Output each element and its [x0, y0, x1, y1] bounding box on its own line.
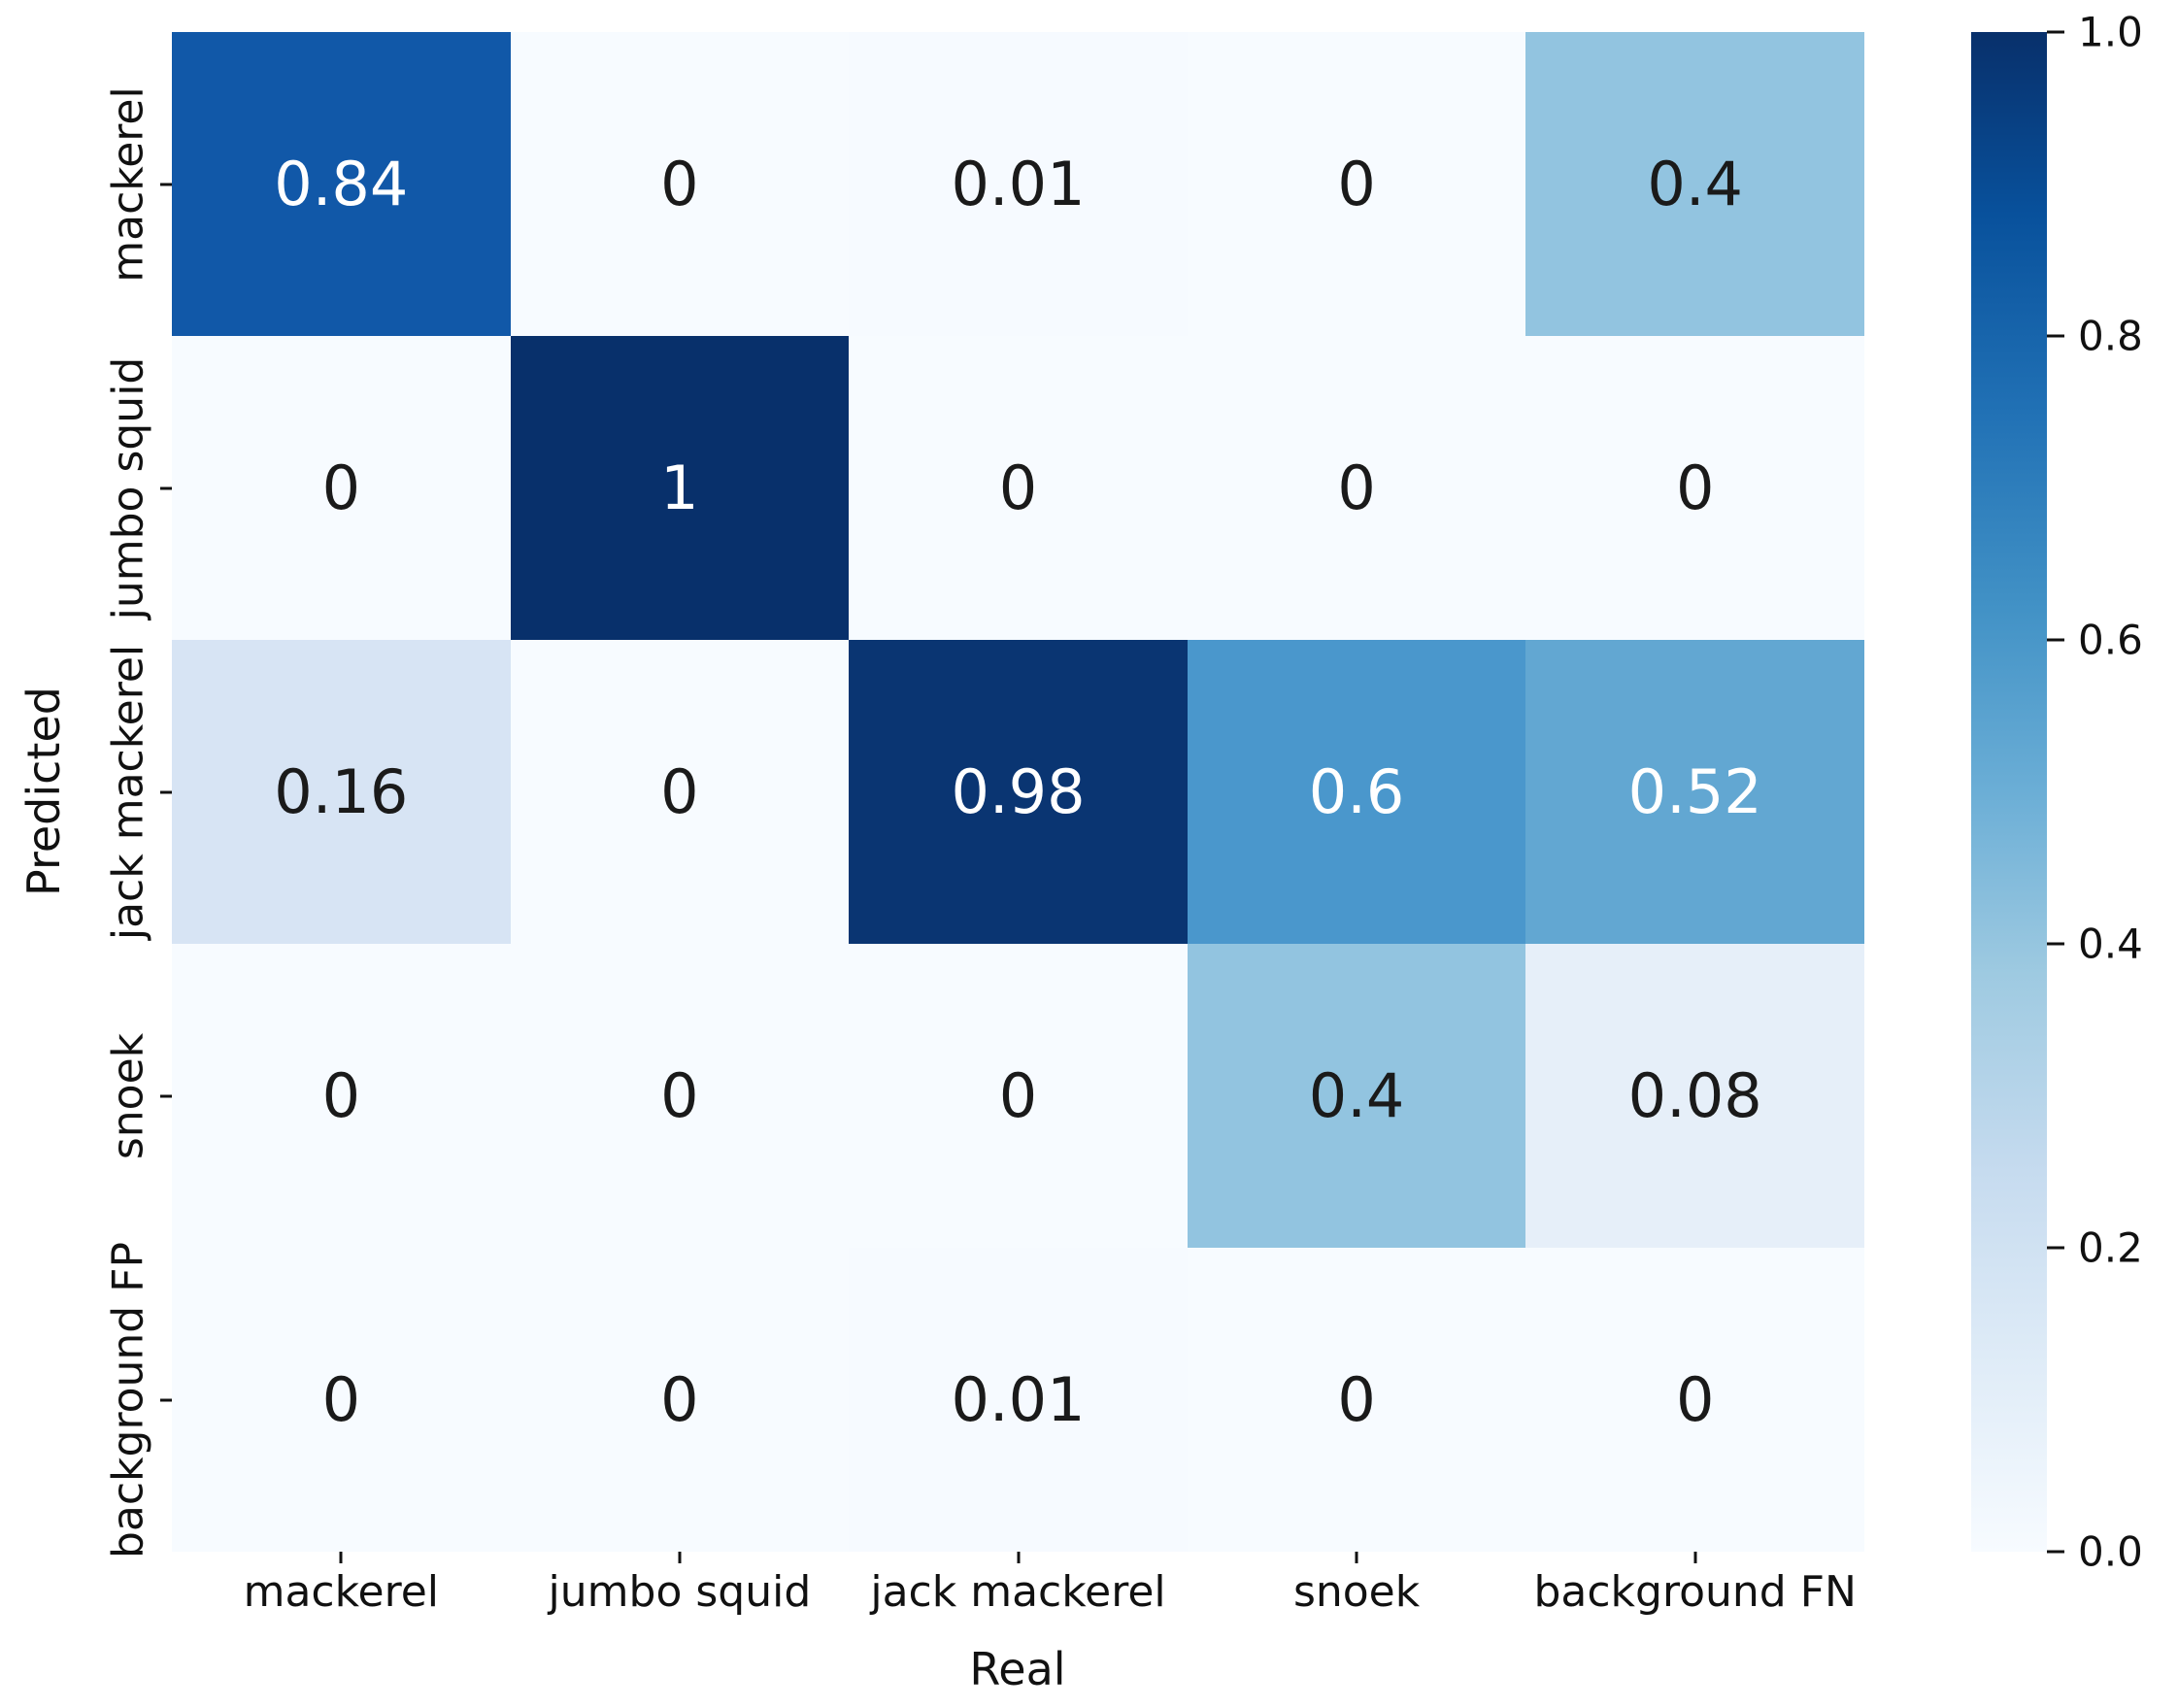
colorbar-tick-label: 0.2	[2078, 1223, 2143, 1272]
heatmap-cell: 0	[1187, 336, 1526, 640]
x-tick-mark	[339, 1552, 343, 1563]
heatmap-cell: 0	[1525, 336, 1864, 640]
heatmap-cell: 0	[510, 32, 850, 336]
heatmap-cell: 0.4	[1525, 32, 1864, 336]
colorbar-tick-label: 0.0	[2078, 1527, 2143, 1576]
colorbar-tick-label: 0.8	[2078, 312, 2143, 360]
heatmap-cell: 0	[172, 336, 511, 640]
heatmap-cell: 0	[1187, 1248, 1526, 1552]
x-tick-label: mackerel	[243, 1567, 440, 1617]
heatmap-cell: 0	[1525, 1248, 1864, 1552]
heatmap-cell: 0.01	[849, 32, 1188, 336]
heatmap-cell: 0	[1187, 32, 1526, 336]
heatmap-cell: 0.4	[1187, 944, 1526, 1248]
y-tick-label: jumbo squid	[103, 356, 153, 620]
x-tick-mark	[1693, 1552, 1697, 1563]
heatmap-cell: 0.01	[849, 1248, 1188, 1552]
x-tick-label: background FN	[1533, 1567, 1857, 1617]
y-tick-mark	[160, 486, 172, 489]
colorbar-tick-label: 0.4	[2078, 920, 2143, 968]
heatmap-cell: 0	[849, 336, 1188, 640]
heatmap-cell: 0.84	[172, 32, 511, 336]
colorbar-tick-label: 1.0	[2078, 8, 2143, 56]
heatmap-cell: 0	[510, 640, 850, 944]
heatmap-cell: 0	[510, 944, 850, 1248]
colorbar-tick-mark	[2047, 334, 2064, 338]
y-tick-label: background FP	[103, 1241, 153, 1558]
heatmap-cell: 0	[172, 1248, 511, 1552]
colorbar-tick-mark	[2047, 1246, 2064, 1250]
heatmap-cell: 0.08	[1525, 944, 1864, 1248]
y-tick-mark	[160, 1398, 172, 1401]
x-tick-label: jumbo squid	[548, 1567, 812, 1617]
heatmap-cell: 1	[510, 336, 850, 640]
x-tick-mark	[1355, 1552, 1358, 1563]
y-axis-title: Predicted	[17, 687, 70, 896]
colorbar-tick-mark	[2047, 638, 2064, 642]
colorbar	[1971, 32, 2047, 1552]
heatmap-cell: 0	[849, 944, 1188, 1248]
heatmap-cell: 0	[172, 944, 511, 1248]
y-tick-mark	[160, 790, 172, 793]
heatmap-cell: 0	[510, 1248, 850, 1552]
heatmap-cell: 0.6	[1187, 640, 1526, 944]
heatmap-cell: 0.16	[172, 640, 511, 944]
heatmap-cell: 0.98	[849, 640, 1188, 944]
y-tick-mark	[160, 1094, 172, 1097]
confusion-matrix-heatmap: 0.84 0 0.01 0 0.4 0 1 0 0 0 0.16 0 0.98 0.6 0.52 0 0 0 0.4…	[172, 32, 1864, 1552]
x-tick-mark	[1017, 1552, 1020, 1563]
colorbar-tick-mark	[2047, 942, 2064, 946]
y-tick-label: mackerel	[103, 85, 153, 283]
y-tick-mark	[160, 183, 172, 185]
colorbar-tick-label: 0.6	[2078, 616, 2143, 664]
x-axis-title: Real	[969, 1643, 1066, 1695]
x-tick-label: jack mackerel	[870, 1567, 1166, 1617]
y-tick-label: snoek	[103, 1032, 153, 1159]
x-tick-label: snoek	[1292, 1567, 1421, 1617]
colorbar-tick-mark	[2047, 1550, 2064, 1554]
y-tick-label: jack mackerel	[103, 644, 153, 940]
heatmap-cell: 0.52	[1525, 640, 1864, 944]
colorbar-tick-mark	[2047, 30, 2064, 34]
x-tick-mark	[678, 1552, 682, 1563]
